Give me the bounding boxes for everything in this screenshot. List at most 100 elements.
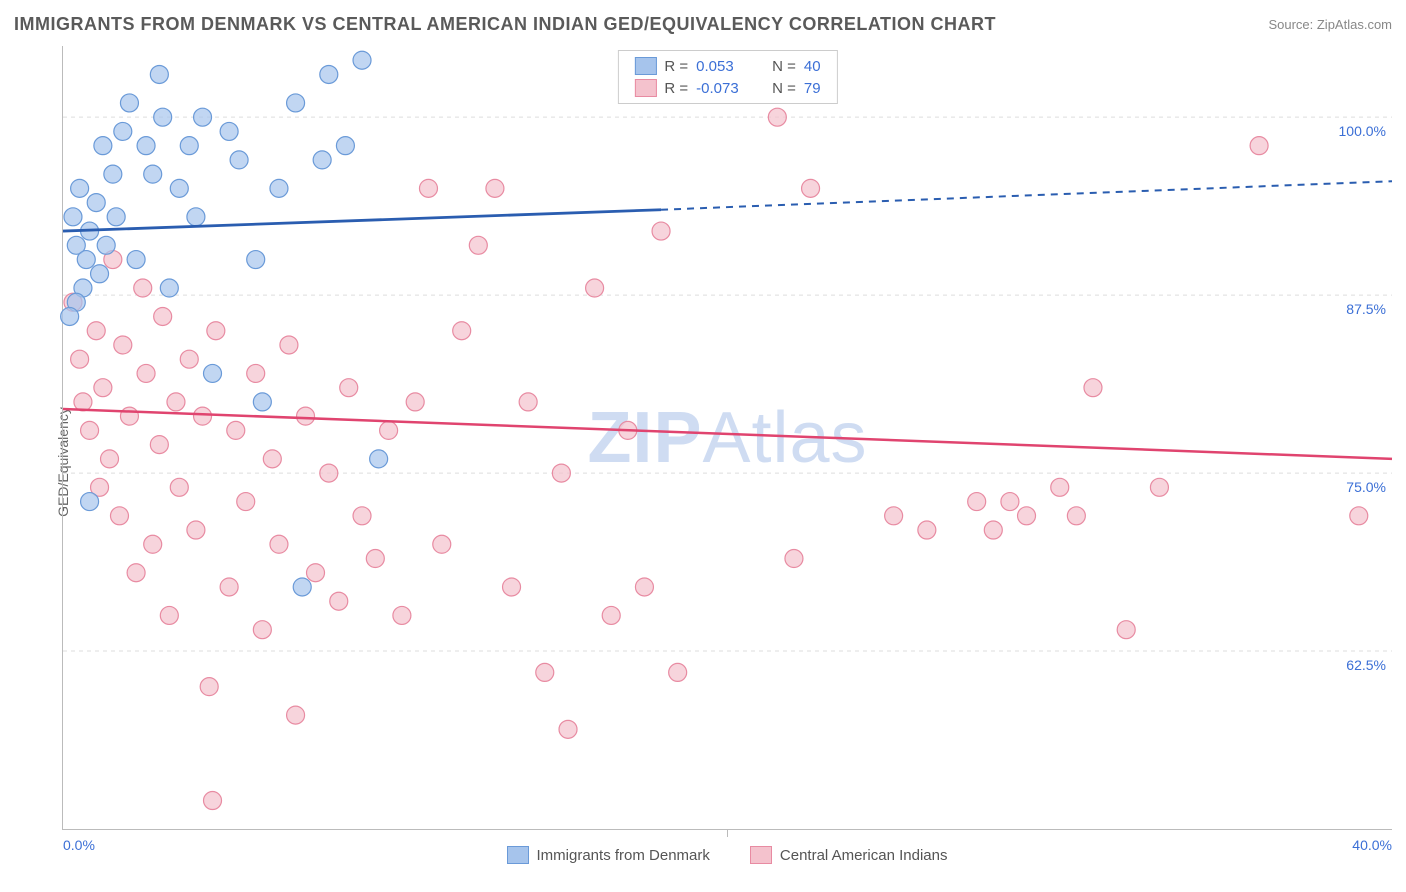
data-point xyxy=(785,550,803,568)
data-point xyxy=(144,165,162,183)
data-point xyxy=(1067,507,1085,525)
data-point xyxy=(120,407,138,425)
data-point xyxy=(253,393,271,411)
data-point xyxy=(1084,379,1102,397)
legend-swatch-1 xyxy=(634,79,656,97)
r-label: R = xyxy=(664,80,688,97)
data-point xyxy=(280,336,298,354)
data-point xyxy=(227,421,245,439)
data-point xyxy=(104,165,122,183)
data-point xyxy=(602,606,620,624)
data-point xyxy=(559,720,577,738)
data-point xyxy=(207,322,225,340)
data-point xyxy=(519,393,537,411)
data-point xyxy=(167,393,185,411)
data-point xyxy=(170,478,188,496)
regression-line-pink xyxy=(63,409,1392,459)
data-point xyxy=(144,535,162,553)
y-tick-label: 62.5% xyxy=(1346,657,1386,673)
chart-header: IMMIGRANTS FROM DENMARK VS CENTRAL AMERI… xyxy=(14,14,1392,35)
data-point xyxy=(1018,507,1036,525)
data-point xyxy=(81,493,99,511)
chart-title: IMMIGRANTS FROM DENMARK VS CENTRAL AMERI… xyxy=(14,14,996,35)
data-point xyxy=(114,336,132,354)
data-point xyxy=(287,706,305,724)
data-point xyxy=(120,94,138,112)
data-point xyxy=(160,606,178,624)
r-value-0: 0.053 xyxy=(696,58,754,75)
data-point xyxy=(453,322,471,340)
data-point xyxy=(552,464,570,482)
data-point xyxy=(380,421,398,439)
data-point xyxy=(137,137,155,155)
data-point xyxy=(61,307,79,325)
data-point xyxy=(127,564,145,582)
y-tick-label: 87.5% xyxy=(1346,301,1386,317)
data-point xyxy=(419,179,437,197)
data-point xyxy=(486,179,504,197)
n-label: N = xyxy=(772,58,796,75)
data-point xyxy=(353,51,371,69)
data-point xyxy=(307,564,325,582)
data-point xyxy=(586,279,604,297)
data-point xyxy=(270,535,288,553)
series-legend: Immigrants from Denmark Central American… xyxy=(62,846,1392,864)
data-point xyxy=(469,236,487,254)
legend-label-0: Immigrants from Denmark xyxy=(537,847,710,864)
data-point xyxy=(81,421,99,439)
data-point xyxy=(297,407,315,425)
data-point xyxy=(330,592,348,610)
data-point xyxy=(71,179,89,197)
data-point xyxy=(370,450,388,468)
legend-row-series-1: R = -0.073 N = 79 xyxy=(634,77,820,99)
data-point xyxy=(406,393,424,411)
legend-label-1: Central American Indians xyxy=(780,847,948,864)
data-point xyxy=(97,236,115,254)
data-point xyxy=(87,322,105,340)
data-point xyxy=(110,507,128,525)
data-point xyxy=(150,65,168,83)
data-point xyxy=(885,507,903,525)
data-point xyxy=(1001,493,1019,511)
data-point xyxy=(802,179,820,197)
data-point xyxy=(433,535,451,553)
legend-swatch-bottom-0 xyxy=(507,846,529,864)
data-point xyxy=(220,578,238,596)
data-point xyxy=(263,450,281,468)
data-point xyxy=(237,493,255,511)
data-point xyxy=(247,364,265,382)
plot-region: ZIPAtlas R = 0.053 N = 40 R = -0.073 N =… xyxy=(62,46,1392,830)
data-point xyxy=(91,265,109,283)
data-point xyxy=(340,379,358,397)
data-point xyxy=(137,364,155,382)
legend-swatch-0 xyxy=(634,57,656,75)
data-point xyxy=(652,222,670,240)
legend-row-series-0: R = 0.053 N = 40 xyxy=(634,55,820,77)
data-point xyxy=(64,208,82,226)
data-point xyxy=(94,379,112,397)
data-point xyxy=(1117,621,1135,639)
data-point xyxy=(336,137,354,155)
data-point xyxy=(71,350,89,368)
data-point xyxy=(187,521,205,539)
chart-area: GED/Equivalency ZIPAtlas R = 0.053 N = 4… xyxy=(14,46,1392,878)
y-tick-label: 100.0% xyxy=(1339,123,1386,139)
data-point xyxy=(77,251,95,269)
data-point xyxy=(180,350,198,368)
data-point xyxy=(114,122,132,140)
data-point xyxy=(170,179,188,197)
data-point xyxy=(313,151,331,169)
n-label: N = xyxy=(772,80,796,97)
data-point xyxy=(101,450,119,468)
data-point xyxy=(503,578,521,596)
data-point xyxy=(220,122,238,140)
y-tick-label: 75.0% xyxy=(1346,479,1386,495)
data-point xyxy=(74,393,92,411)
data-point xyxy=(270,179,288,197)
regression-line-blue-dashed xyxy=(661,181,1392,209)
data-point xyxy=(154,108,172,126)
data-point xyxy=(204,792,222,810)
data-point xyxy=(247,251,265,269)
data-point xyxy=(1051,478,1069,496)
data-point xyxy=(154,307,172,325)
